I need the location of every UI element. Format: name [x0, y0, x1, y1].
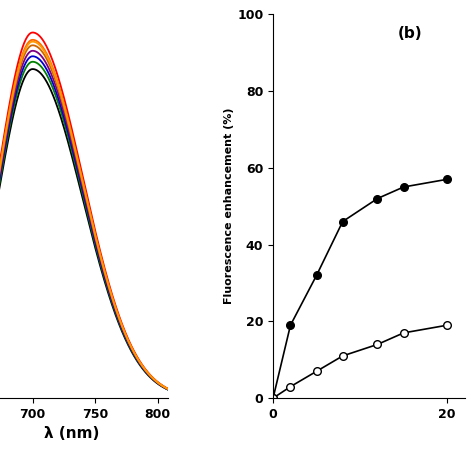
X-axis label: λ (nm): λ (nm) — [45, 427, 100, 441]
Y-axis label: Fluorescence enhancement (%): Fluorescence enhancement (%) — [224, 108, 234, 304]
Text: (b): (b) — [398, 26, 422, 41]
